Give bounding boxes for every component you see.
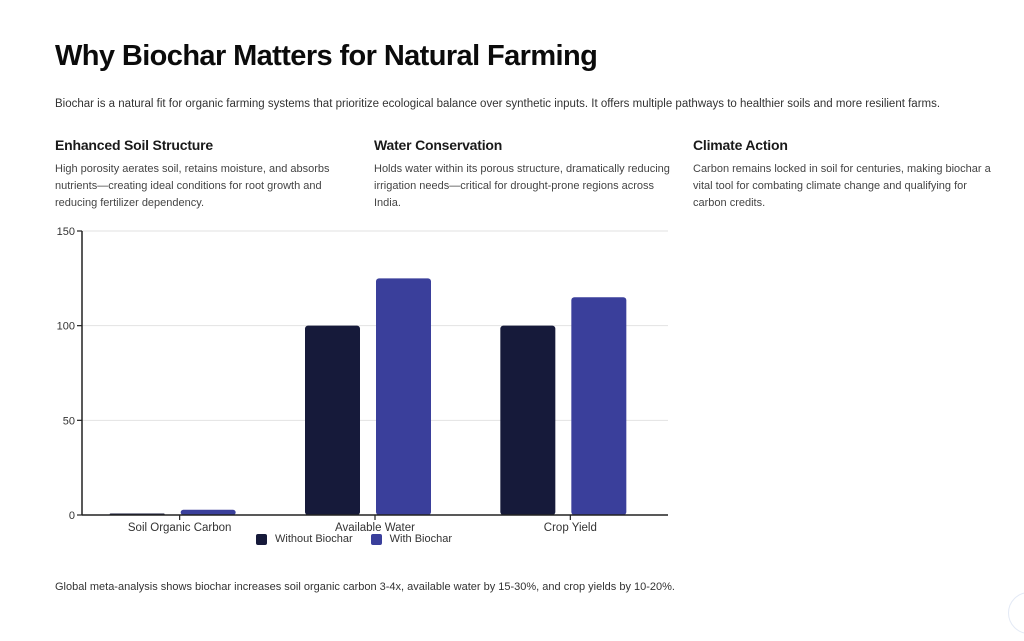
legend-swatch-with — [370, 533, 382, 545]
bar-with-crop-yield — [571, 297, 627, 515]
card-body: Carbon remains locked in soil for centur… — [693, 163, 991, 209]
x-tick-label: Available Water — [335, 522, 415, 534]
chart-legend: Without Biochar With Biochar — [256, 533, 470, 545]
bar-without-available-water — [305, 325, 360, 515]
card-climate-action: Climate Action Carbon remains locked in … — [693, 137, 993, 212]
page-title: Why Biochar Matters for Natural Farming — [55, 40, 598, 72]
x-tick-label: Soil Organic Carbon — [128, 522, 232, 534]
y-tick-label: 50 — [63, 415, 75, 427]
legend-item-with[interactable]: With Biochar — [370, 533, 453, 545]
y-tick-label: 100 — [57, 321, 75, 333]
bar-with-soil-organic-carbon — [180, 509, 236, 515]
card-body: High porosity aerates soil, retains mois… — [55, 163, 330, 209]
y-tick-label: 0 — [69, 510, 75, 522]
x-tick-label: Crop Yield — [544, 522, 597, 534]
y-tick-label: 150 — [57, 226, 75, 238]
bar-with-available-water — [376, 278, 431, 515]
legend-swatch-without — [256, 533, 267, 545]
intro-text: Biochar is a natural fit for organic far… — [55, 98, 941, 110]
bar-without-crop-yield — [500, 325, 556, 515]
card-soil-structure: Enhanced Soil Structure High porosity ae… — [55, 137, 355, 212]
legend-label: Without Biochar — [275, 533, 353, 545]
legend-label: With Biochar — [389, 533, 453, 545]
legend-item-without[interactable]: Without Biochar — [256, 533, 353, 545]
card-heading: Water Conservation — [374, 137, 503, 153]
card-body: Holds water within its porous structure,… — [374, 163, 670, 209]
card-heading: Climate Action — [693, 137, 788, 153]
card-heading: Enhanced Soil Structure — [55, 137, 213, 153]
footnote: Global meta-analysis shows biochar incre… — [55, 581, 675, 593]
card-water-conservation: Water Conservation Holds water within it… — [374, 137, 674, 212]
